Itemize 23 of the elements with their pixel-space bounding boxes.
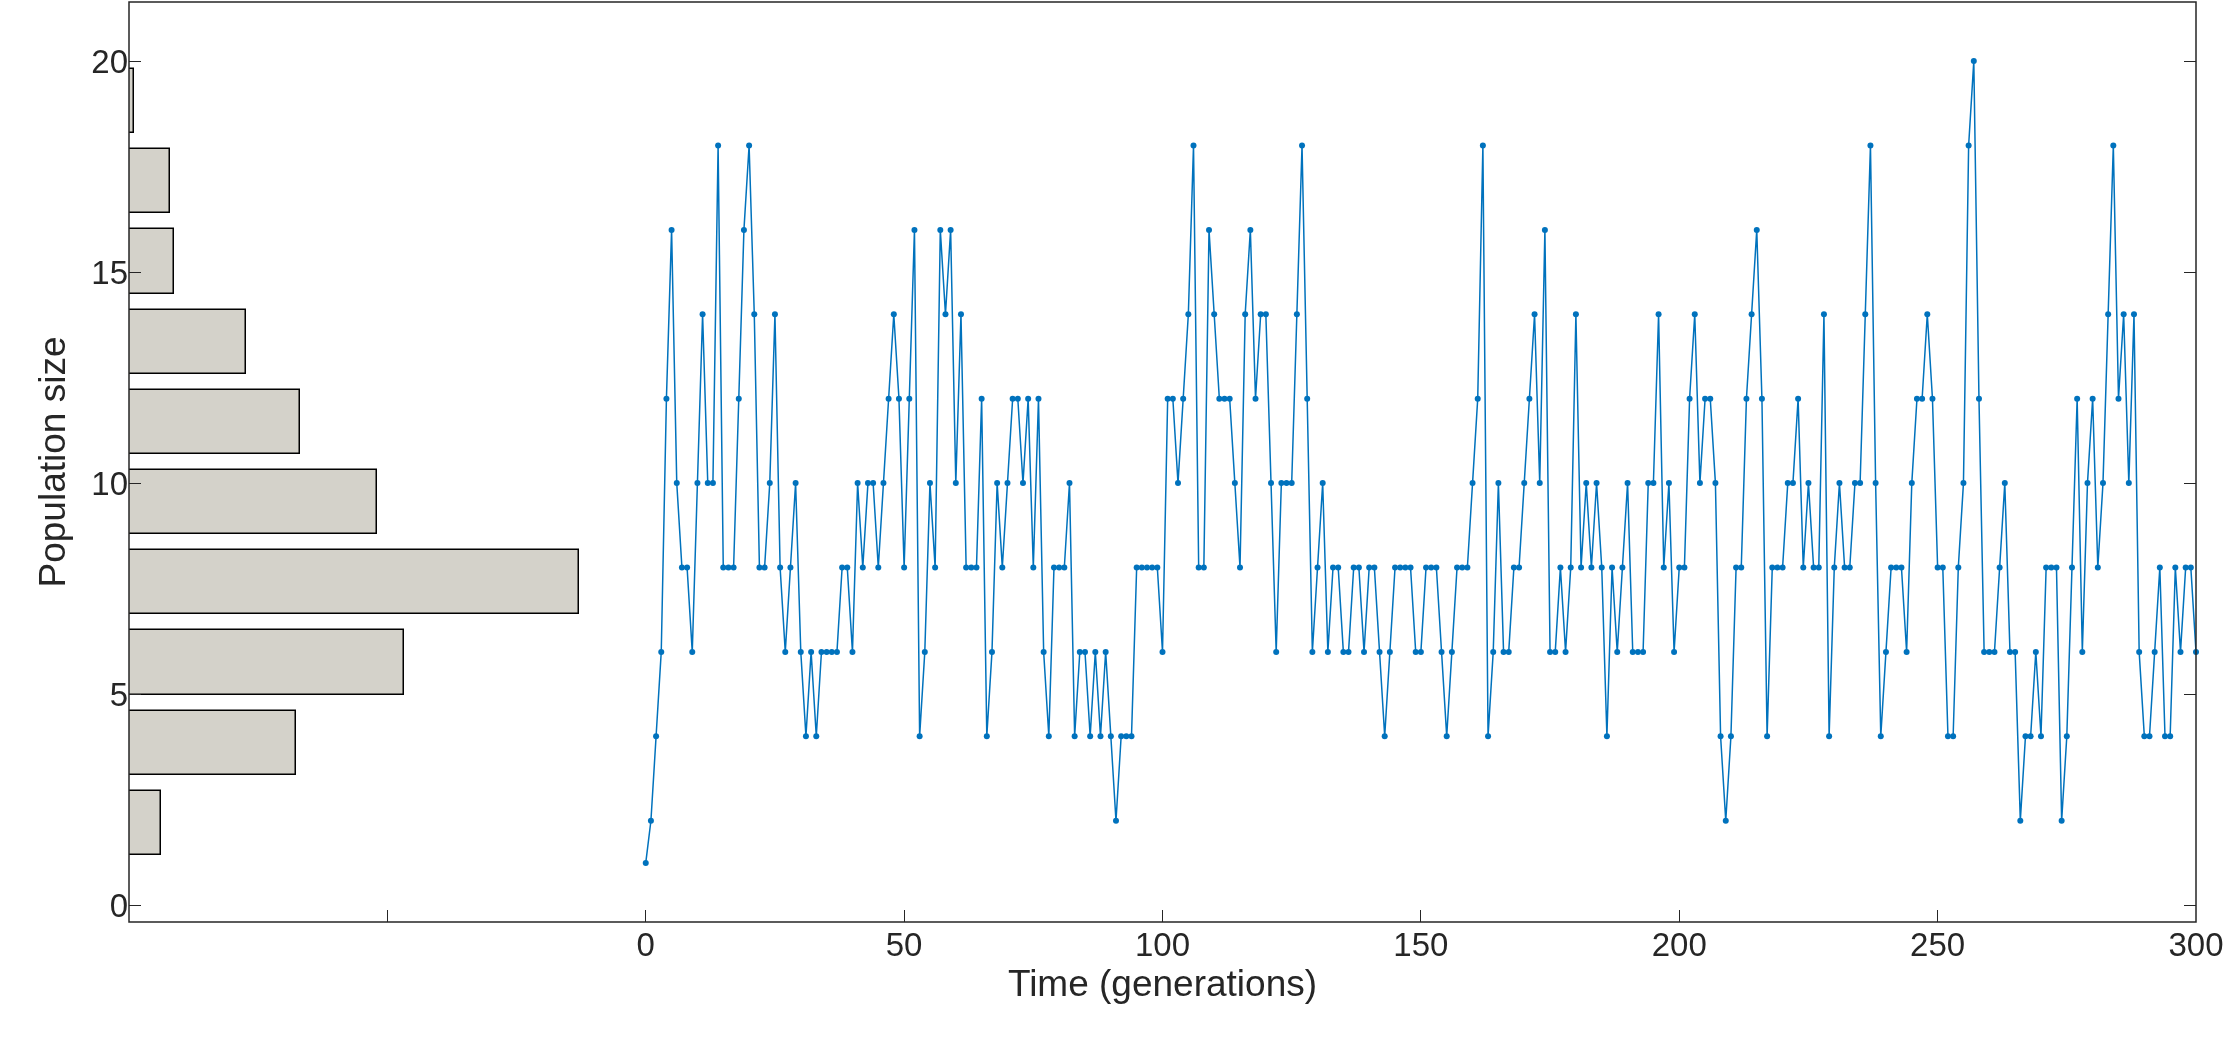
bar — [129, 388, 300, 454]
bar — [129, 709, 296, 775]
y-tick-label: 5 — [109, 675, 128, 713]
x-axis-title: Time (generations) — [1007, 963, 1318, 1005]
bar — [129, 789, 161, 855]
y-tick-label: 15 — [91, 253, 128, 291]
bar — [129, 628, 404, 695]
x-tick-label: 0 — [636, 926, 655, 963]
y-tick-label: 0 — [109, 886, 128, 924]
x-tick-label: 150 — [1393, 926, 1449, 963]
x-tick-label: 250 — [1910, 926, 1966, 963]
x-tick-label: 50 — [885, 926, 923, 963]
y-tick-label: 20 — [91, 42, 128, 80]
bar — [129, 147, 170, 213]
bar — [129, 548, 579, 614]
bar — [129, 308, 246, 374]
bar — [129, 468, 377, 534]
x-tick-label: 200 — [1651, 926, 1707, 963]
x-tick-label: 100 — [1134, 926, 1191, 963]
x-tick-label: 300 — [2168, 926, 2224, 963]
y-axis-title: Population size — [31, 336, 73, 588]
y-tick-label: 10 — [91, 464, 128, 502]
bar — [129, 227, 174, 294]
